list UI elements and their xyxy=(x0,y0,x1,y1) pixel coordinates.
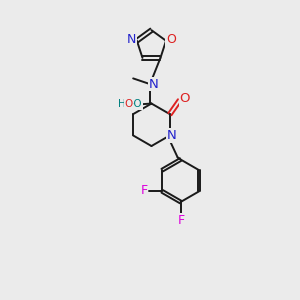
Text: N: N xyxy=(127,33,136,46)
Text: N: N xyxy=(149,78,158,91)
Text: O: O xyxy=(166,33,176,46)
Text: H: H xyxy=(118,99,125,109)
Text: ·O: ·O xyxy=(131,99,143,109)
Text: H: H xyxy=(124,99,131,109)
Text: O: O xyxy=(124,99,133,109)
Text: N: N xyxy=(167,129,176,142)
Text: O: O xyxy=(180,92,190,105)
Text: F: F xyxy=(178,214,185,227)
Text: F: F xyxy=(140,184,148,197)
